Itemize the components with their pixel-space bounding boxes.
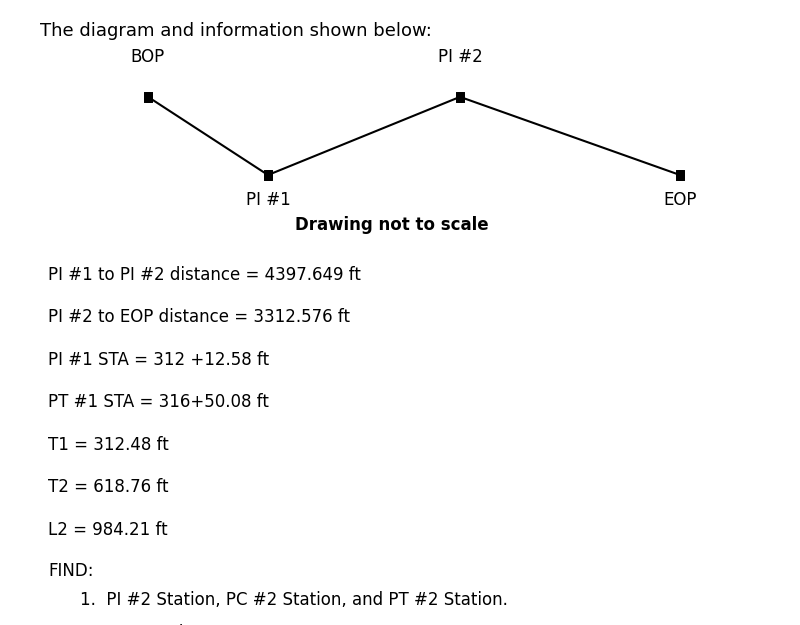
Point — [262, 170, 274, 180]
Text: Drawing not to scale: Drawing not to scale — [295, 216, 489, 234]
Text: PT #1 STA = 316+50.08 ft: PT #1 STA = 316+50.08 ft — [48, 393, 269, 411]
Text: BOP: BOP — [131, 48, 165, 66]
Text: PI #1 STA = 312 +12.58 ft: PI #1 STA = 312 +12.58 ft — [48, 351, 269, 369]
Text: L2 = 984.21 ft: L2 = 984.21 ft — [48, 521, 168, 539]
Point — [674, 170, 686, 180]
Text: EOP: EOP — [663, 191, 697, 209]
Point — [454, 92, 466, 102]
Point — [142, 92, 154, 102]
Text: PI #2 to EOP distance = 3312.576 ft: PI #2 to EOP distance = 3312.576 ft — [48, 308, 350, 326]
Text: PI #1: PI #1 — [246, 191, 290, 209]
Text: FIND:: FIND: — [48, 562, 94, 581]
Text: 1.  PI #2 Station, PC #2 Station, and PT #2 Station.: 1. PI #2 Station, PC #2 Station, and PT … — [80, 591, 508, 609]
Text: 2.  EOP Station: 2. EOP Station — [80, 624, 204, 625]
Text: T2 = 618.76 ft: T2 = 618.76 ft — [48, 478, 169, 496]
Text: PI #1 to PI #2 distance = 4397.649 ft: PI #1 to PI #2 distance = 4397.649 ft — [48, 266, 361, 284]
Text: The diagram and information shown below:: The diagram and information shown below: — [40, 22, 432, 40]
Text: PI #2: PI #2 — [438, 48, 482, 66]
Text: T1 = 312.48 ft: T1 = 312.48 ft — [48, 436, 169, 454]
